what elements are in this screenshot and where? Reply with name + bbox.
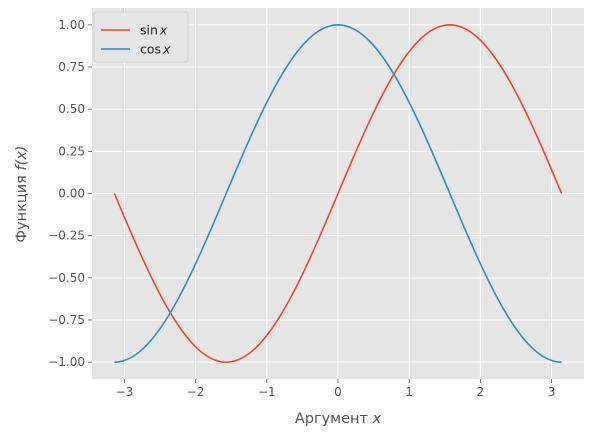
y-axis-label-text: Функция bbox=[14, 171, 30, 243]
legend-label-cos: cos x bbox=[140, 42, 171, 57]
x-axis-label: Аргумент x bbox=[295, 411, 382, 427]
legend-cos-var: x bbox=[162, 42, 171, 57]
y-tick-label: 0.25 bbox=[58, 144, 85, 158]
x-axis-ticks: −3 −2 −1 0 1 2 3 bbox=[116, 379, 556, 399]
x-tick-label: 2 bbox=[477, 385, 485, 399]
x-axis-label-var: x bbox=[372, 411, 382, 427]
y-axis-label: Функция f(x) bbox=[14, 146, 30, 243]
y-axis-ticks: −1.00 −0.75 −0.50 −0.25 0.00 0.25 0.50 0.75 1.00 bbox=[48, 18, 92, 369]
x-tick-label: −2 bbox=[187, 385, 205, 399]
legend-sin-var: x bbox=[159, 23, 168, 38]
y-tick-label: 1.00 bbox=[58, 18, 85, 32]
x-tick-label: −1 bbox=[258, 385, 276, 399]
series-line-cos bbox=[114, 24, 562, 363]
legend-sin-fn: sin bbox=[140, 23, 158, 38]
y-tick-label: 0.75 bbox=[58, 60, 85, 74]
y-tick-label: 0.00 bbox=[58, 187, 85, 201]
y-tick-label: −1.00 bbox=[48, 355, 85, 369]
x-tick-label: 0 bbox=[334, 385, 342, 399]
x-tick-label: 1 bbox=[405, 385, 413, 399]
series-line-sin bbox=[113, 24, 563, 363]
legend-cos-fn: cos bbox=[140, 42, 161, 57]
series-layer bbox=[113, 24, 563, 363]
y-axis-label-var: f(x) bbox=[14, 146, 30, 171]
y-tick-label: −0.50 bbox=[48, 271, 85, 285]
legend: sin x cos x bbox=[93, 11, 189, 63]
legend-label-sin: sin x bbox=[140, 23, 168, 38]
y-tick-label: −0.75 bbox=[48, 313, 85, 327]
y-tick-label: −0.25 bbox=[48, 229, 85, 243]
y-tick-label: 0.50 bbox=[58, 102, 85, 116]
x-tick-label: 3 bbox=[548, 385, 556, 399]
x-axis-label-text: Аргумент bbox=[295, 411, 373, 427]
x-tick-label: −3 bbox=[116, 385, 134, 399]
